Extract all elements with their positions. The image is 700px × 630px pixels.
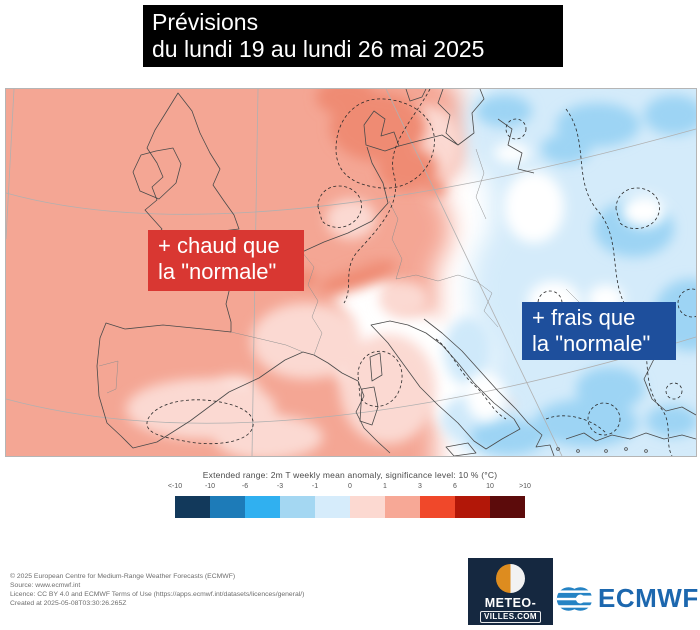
ecmwf-wordmark: ECMWF xyxy=(598,583,699,613)
anomaly-map-svg xyxy=(6,89,696,456)
title-banner: Prévisions du lundi 19 au lundi 26 mai 2… xyxy=(143,5,563,67)
country-borders xyxy=(98,148,607,394)
warm-label-line-2: la "normale" xyxy=(158,259,277,284)
legend: Extended range: 2m T weekly mean anomaly… xyxy=(0,470,700,518)
colorbar xyxy=(175,496,525,518)
meteovilles-domain: VILLES.COM xyxy=(480,611,541,623)
legend-tick: -1 xyxy=(311,483,319,490)
legend-tick: 3 xyxy=(418,483,422,490)
title-line-2: du lundi 19 au lundi 26 mai 2025 xyxy=(152,36,485,62)
colorbar-swatch xyxy=(385,496,420,518)
legend-tick: >10 xyxy=(519,483,531,490)
warm-label-line-1: + chaud que xyxy=(158,233,280,258)
credit-line: Licence: CC BY 4.0 and ECMWF Terms of Us… xyxy=(10,591,305,598)
sun-moon-icon xyxy=(496,564,525,593)
legend-tick-labels: <-10 -10 -6 -3 -1 0 1 3 6 10 >10 xyxy=(0,483,700,494)
colorbar-swatch xyxy=(210,496,245,518)
anomaly-map xyxy=(5,88,697,457)
warm-anomaly-label: + chaud que la "normale" xyxy=(148,230,304,291)
colorbar-swatch xyxy=(490,496,525,518)
title-line-1: Prévisions xyxy=(152,9,259,35)
legend-tick: -10 xyxy=(204,483,216,490)
ecmwf-logo: ECMWF xyxy=(556,583,699,614)
legend-tick: 0 xyxy=(348,483,352,490)
cool-label-line-1: + frais que xyxy=(532,305,636,330)
cool-anomaly-label: + frais que la "normale" xyxy=(522,302,676,360)
legend-tick: 6 xyxy=(453,483,457,490)
legend-tick: -6 xyxy=(241,483,249,490)
credit-line: Source: www.ecmwf.int xyxy=(10,582,81,589)
legend-tick: <-10 xyxy=(167,483,183,490)
legend-tick: -3 xyxy=(276,483,284,490)
colorbar-swatch xyxy=(245,496,280,518)
colorbar-swatch xyxy=(455,496,490,518)
meteovilles-logo: METEO- VILLES.COM xyxy=(468,558,553,625)
colorbar-swatch xyxy=(175,496,210,518)
footer-credits: © 2025 European Centre for Medium-Range … xyxy=(10,572,410,608)
meteovilles-name: METEO- xyxy=(484,596,537,610)
colorbar-swatch xyxy=(420,496,455,518)
cool-label-line-2: la "normale" xyxy=(532,331,651,356)
ecmwf-globe-icon xyxy=(556,586,594,611)
legend-title: Extended range: 2m T weekly mean anomaly… xyxy=(202,470,498,480)
credit-line: Created at 2025-05-08T03:30:26.265Z xyxy=(10,600,127,607)
credit-line: © 2025 European Centre for Medium-Range … xyxy=(10,573,236,580)
colorbar-swatch xyxy=(315,496,350,518)
colorbar-swatch xyxy=(280,496,315,518)
legend-tick: 1 xyxy=(383,483,387,490)
legend-tick: 10 xyxy=(486,483,494,490)
colorbar-swatch xyxy=(350,496,385,518)
